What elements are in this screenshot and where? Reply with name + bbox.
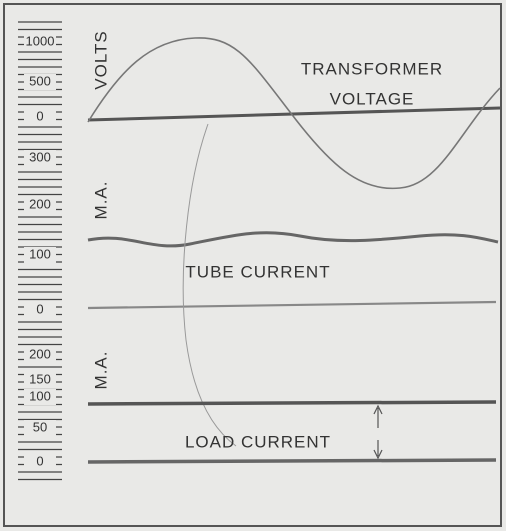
scale-label: 200 xyxy=(29,196,51,211)
scale-label-bg xyxy=(24,150,56,166)
scale-label: 200 xyxy=(29,346,51,361)
panel-title: TUBE CURRENT xyxy=(185,262,330,281)
voltage-trace xyxy=(87,37,501,190)
scale-label: 50 xyxy=(33,419,47,434)
traces xyxy=(87,37,501,464)
load-current-baseline xyxy=(87,458,497,464)
scale-label: 1000 xyxy=(26,33,55,48)
panel-title: LOAD CURRENT xyxy=(185,432,331,451)
scale-label-bg xyxy=(24,74,56,90)
tube-current-trace xyxy=(87,231,499,248)
voltage-baseline xyxy=(87,106,501,122)
faint-trace xyxy=(182,123,237,447)
tube-current-baseline xyxy=(87,300,497,310)
arrow-up xyxy=(373,404,383,428)
scale-label-bg xyxy=(24,34,56,50)
unit-label: M.A. xyxy=(91,351,110,390)
scale-label: 100 xyxy=(29,246,51,261)
scale-label: 100 xyxy=(29,388,51,403)
arrow-down xyxy=(373,440,383,460)
scale-label-bg xyxy=(24,302,56,318)
scale-label-bg xyxy=(24,454,56,470)
frame xyxy=(3,3,502,527)
scale-label-bg xyxy=(24,247,56,263)
load-current-trace xyxy=(87,400,497,406)
scale-label-bg xyxy=(24,347,56,363)
unit-label: M.A. xyxy=(91,181,110,220)
scale-label: 0 xyxy=(36,453,43,468)
scale-label-bg xyxy=(24,197,56,213)
scale-label-bg xyxy=(24,109,56,125)
scale-label: 300 xyxy=(29,149,51,164)
panel-title: VOLTAGE xyxy=(330,89,415,108)
panel-title: TRANSFORMER xyxy=(301,59,443,78)
scale-label: 500 xyxy=(29,73,51,88)
scale-label-bg xyxy=(24,372,56,388)
labels: VOLTS TRANSFORMER VOLTAGE M.A. TUBE CURR… xyxy=(24,30,443,470)
scale-label: 150 xyxy=(29,371,51,386)
unit-label: VOLTS xyxy=(91,30,110,89)
scale-label-bg xyxy=(24,389,56,405)
scale-label-bg xyxy=(24,420,56,436)
scale-label: 0 xyxy=(36,108,43,123)
scale-label: 0 xyxy=(36,301,43,316)
